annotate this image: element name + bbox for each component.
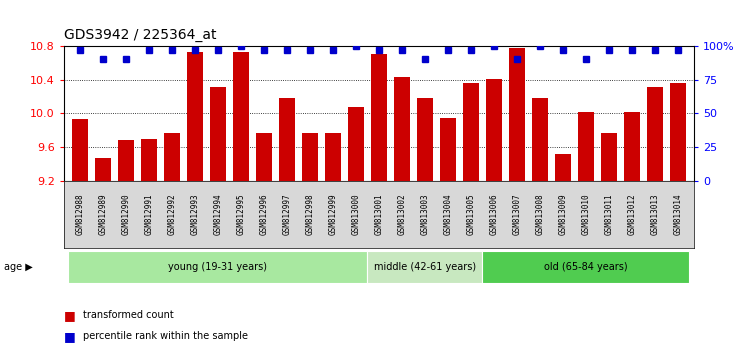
Text: ■: ■ <box>64 330 80 343</box>
Text: GSM812995: GSM812995 <box>236 193 245 235</box>
Bar <box>440 118 456 181</box>
Text: GSM813004: GSM813004 <box>443 193 452 235</box>
Bar <box>601 133 616 181</box>
Bar <box>279 98 295 181</box>
Text: GSM813012: GSM813012 <box>627 193 636 235</box>
Text: GDS3942 / 225364_at: GDS3942 / 225364_at <box>64 28 216 42</box>
Bar <box>646 87 663 181</box>
Text: GSM813010: GSM813010 <box>581 193 590 235</box>
Bar <box>532 98 548 181</box>
Bar <box>141 138 157 181</box>
Text: GSM812989: GSM812989 <box>98 193 107 235</box>
Text: GSM812988: GSM812988 <box>75 193 84 235</box>
Text: transformed count: transformed count <box>82 310 173 320</box>
Text: GSM812998: GSM812998 <box>305 193 314 235</box>
Text: middle (42-61 years): middle (42-61 years) <box>374 262 476 272</box>
Text: GSM813007: GSM813007 <box>512 193 521 235</box>
Text: GSM812991: GSM812991 <box>144 193 153 235</box>
Text: GSM813009: GSM813009 <box>558 193 567 235</box>
Bar <box>187 52 202 181</box>
Bar <box>394 77 410 181</box>
Text: young (19-31 years): young (19-31 years) <box>168 262 267 272</box>
Text: GSM812992: GSM812992 <box>167 193 176 235</box>
Bar <box>210 87 226 181</box>
Bar <box>118 140 134 181</box>
Text: GSM812999: GSM812999 <box>328 193 338 235</box>
Bar <box>370 53 387 181</box>
Bar <box>72 119 88 181</box>
Bar <box>463 83 478 181</box>
Bar <box>555 154 571 181</box>
Text: old (65-84 years): old (65-84 years) <box>544 262 628 272</box>
Bar <box>623 112 640 181</box>
Text: GSM812997: GSM812997 <box>282 193 291 235</box>
Bar <box>325 133 340 181</box>
Bar <box>486 79 502 181</box>
Text: GSM813001: GSM813001 <box>374 193 383 235</box>
Bar <box>164 133 180 181</box>
Bar <box>578 112 594 181</box>
Text: GSM812990: GSM812990 <box>122 193 130 235</box>
Text: GSM813005: GSM813005 <box>466 193 476 235</box>
Bar <box>94 158 111 181</box>
Text: GSM812996: GSM812996 <box>260 193 268 235</box>
Text: percentile rank within the sample: percentile rank within the sample <box>82 331 248 341</box>
Bar <box>368 251 482 283</box>
Text: GSM813011: GSM813011 <box>604 193 613 235</box>
Bar <box>670 83 686 181</box>
Text: GSM813000: GSM813000 <box>351 193 360 235</box>
Bar <box>509 48 525 181</box>
Text: ■: ■ <box>64 309 80 321</box>
Text: GSM813013: GSM813013 <box>650 193 659 235</box>
Text: GSM812993: GSM812993 <box>190 193 200 235</box>
Text: GSM813008: GSM813008 <box>536 193 544 235</box>
Bar <box>417 98 433 181</box>
Text: GSM813006: GSM813006 <box>489 193 498 235</box>
Text: age ▶: age ▶ <box>4 262 32 272</box>
Bar <box>68 251 368 283</box>
Text: GSM813014: GSM813014 <box>674 193 682 235</box>
Bar <box>482 251 689 283</box>
Bar <box>348 107 364 181</box>
Bar <box>232 52 249 181</box>
Bar <box>302 133 318 181</box>
Text: GSM813003: GSM813003 <box>420 193 429 235</box>
Bar <box>256 133 272 181</box>
Text: GSM812994: GSM812994 <box>213 193 222 235</box>
Text: GSM813002: GSM813002 <box>398 193 406 235</box>
